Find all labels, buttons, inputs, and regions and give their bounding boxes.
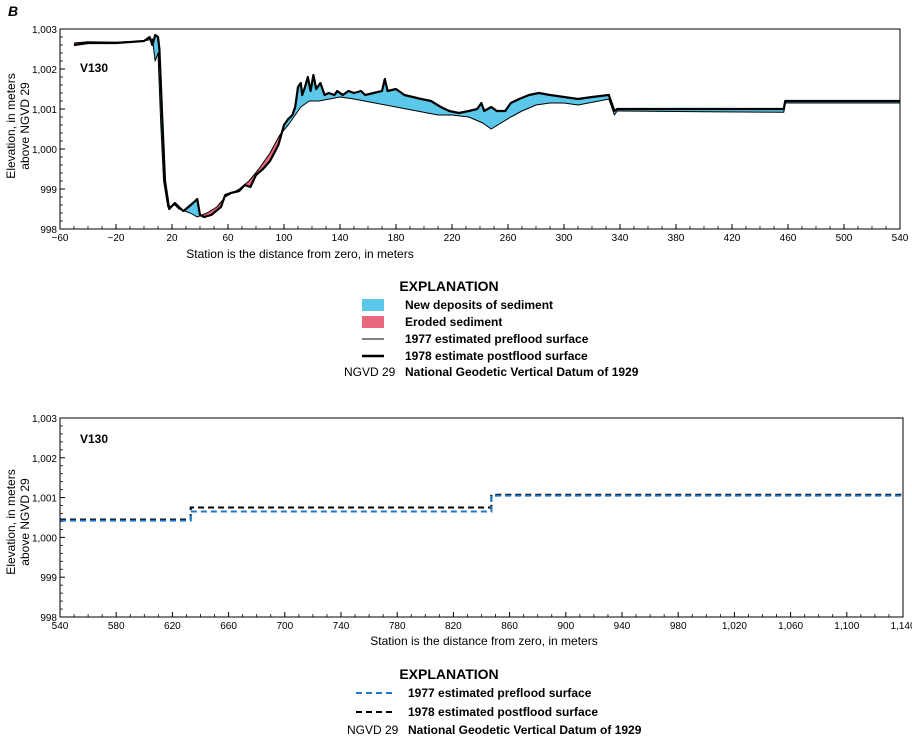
series-1977-preflood-dashed (60, 494, 903, 522)
legend-label-1977: 1977 estimated preflood surface (405, 332, 589, 346)
x-tick-label-1-14: 500 (836, 233, 853, 244)
y-tick-label-2-3: 1,001 (32, 494, 57, 505)
axis-ticks-upper (59, 28, 901, 230)
legend-label-eroded: Eroded sediment (405, 315, 502, 329)
y-tick-label-1-2: 1,000 (32, 145, 57, 156)
y-tick-label-1-5: 1,003 (32, 25, 57, 36)
x-tick-label-2-12: 1,020 (722, 621, 747, 632)
legend-abbr-lower: NGVD 29 (347, 723, 399, 737)
x-tick-label-2-8: 860 (501, 621, 518, 632)
legend-lower: EXPLANATION 1977 estimated preflood surf… (347, 666, 642, 737)
x-tick-label-2-0: 540 (52, 621, 69, 632)
y-axis-label-lower-line2: above NGVD 29 (18, 478, 32, 566)
legend-label-deposits: New deposits of sediment (405, 298, 553, 312)
eroded-swatch (362, 316, 384, 328)
x-tick-label-2-2: 620 (164, 621, 181, 632)
profile-lines-lower (60, 493, 903, 522)
figure-letter: B (8, 3, 18, 19)
deposit-area-segment (412, 96, 418, 112)
x-tick-label-2-9: 900 (557, 621, 574, 632)
series-1978-postflood-dashed (60, 493, 903, 521)
x-tick-label-2-13: 1,060 (778, 621, 803, 632)
legend-title-upper: EXPLANATION (399, 278, 498, 294)
x-tick-label-2-14: 1,100 (834, 621, 859, 632)
x-tick-label-1-7: 220 (444, 233, 461, 244)
profile-lines-upper (73, 33, 900, 219)
y-tick-label-2-4: 1,002 (32, 454, 57, 465)
y-tick-label-2-1: 999 (40, 573, 57, 584)
x-tick-label-1-11: 380 (668, 233, 685, 244)
deposit-area-segment (535, 92, 539, 106)
legend-label-1978-lower: 1978 estimated postflood surface (408, 705, 598, 719)
y-tick-label-1-3: 1,001 (32, 105, 57, 116)
chart-panel-lower: 540 580 620 660 700 740 780 820 860 900 940 980 1,02… (4, 414, 912, 648)
legend-label-ngvd-upper: National Geodetic Vertical Datum of 1929 (405, 365, 639, 379)
x-axis-label-upper: Station is the distance from zero, in me… (186, 247, 413, 261)
deposit-area-segment (416, 97, 422, 113)
x-tick-label-2-7: 820 (445, 621, 462, 632)
x-tick-label-2-4: 700 (276, 621, 293, 632)
series-1978-postflood-line (73, 33, 900, 219)
plot-frame-lower (59, 417, 904, 618)
tick-labels-upper: −60 −20 20 60 100 140 180 220 260 300 340 380 420 460… (32, 25, 909, 244)
deposit-area-segment (519, 97, 523, 113)
x-tick-label-1-6: 180 (388, 233, 405, 244)
x-tick-label-2-3: 660 (220, 621, 237, 632)
x-tick-label-1-4: 100 (276, 233, 293, 244)
legend-label-ngvd-lower: National Geodetic Vertical Datum of 1929 (408, 723, 642, 737)
legend-title-lower: EXPLANATION (399, 666, 498, 682)
y-axis-label-lower-line1: Elevation, in meters (4, 469, 18, 574)
y-tick-label-2-0: 998 (40, 613, 57, 624)
x-tick-label-1-13: 460 (780, 233, 797, 244)
x-tick-label-1-12: 420 (724, 233, 741, 244)
x-tick-label-2-10: 940 (614, 621, 631, 632)
profile-label-upper: V130 (80, 61, 108, 75)
x-tick-label-2-1: 580 (108, 621, 125, 632)
legend-label-1977-lower: 1977 estimated preflood surface (408, 686, 592, 700)
y-tick-label-1-1: 999 (40, 185, 57, 196)
x-tick-label-1-5: 140 (332, 233, 349, 244)
x-tick-label-2-6: 780 (389, 621, 406, 632)
y-tick-label-2-5: 1,003 (32, 414, 57, 425)
axis-ticks-lower (59, 417, 904, 618)
y-axis-label-upper-line1: Elevation, in meters (4, 73, 18, 178)
legend-upper: EXPLANATION New deposits of sediment Ero… (344, 278, 639, 379)
x-tick-label-1-10: 340 (612, 233, 629, 244)
y-tick-label-2-2: 1,000 (32, 533, 57, 544)
y-tick-label-1-4: 1,002 (32, 65, 57, 76)
x-tick-label-1-8: 260 (500, 233, 517, 244)
x-tick-label-2-5: 740 (333, 621, 350, 632)
legend-abbr-upper: NGVD 29 (344, 365, 396, 379)
x-axis-label-lower: Station is the distance from zero, in me… (370, 634, 597, 648)
x-tick-label-1-9: 300 (556, 233, 573, 244)
x-tick-label-1-1: −20 (108, 233, 125, 244)
y-axis-label-upper-line2: above NGVD 29 (18, 82, 32, 170)
tick-labels-lower: 540 580 620 660 700 740 780 820 860 900 940 980 1,02… (32, 414, 912, 632)
x-tick-label-2-11: 980 (670, 621, 687, 632)
x-tick-label-1-0: −60 (52, 233, 69, 244)
x-tick-label-1-3: 60 (222, 233, 234, 244)
profile-label-lower: V130 (80, 432, 108, 446)
x-tick-label-1-15: 540 (892, 233, 909, 244)
y-tick-label-1-0: 998 (40, 225, 57, 236)
deposit-area-segment (373, 92, 376, 104)
plot-frame-upper (59, 28, 901, 230)
legend-label-1978: 1978 estimate postflood surface (405, 349, 588, 363)
chart-panel-upper: −60 −20 20 60 100 140 180 220 260 300 340 380 420 460… (4, 25, 909, 261)
x-tick-label-1-2: 20 (166, 233, 178, 244)
series-1977-preflood-line (73, 38, 900, 218)
x-tick-label-2-15: 1,140 (890, 621, 912, 632)
deposit-swatch (362, 299, 384, 311)
